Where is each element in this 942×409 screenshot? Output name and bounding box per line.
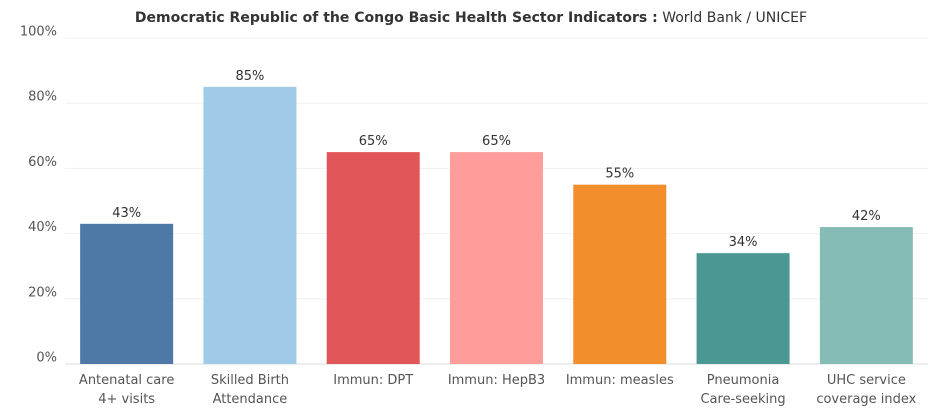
x-tick-label: Immun: measles (566, 373, 674, 388)
x-tick-label: Pneumonia Care-seeking (700, 373, 785, 407)
bar (450, 152, 543, 364)
x-tick-label: Skilled Birth Attendance (211, 373, 289, 407)
x-tick-label-line: Immun: HepB3 (448, 373, 545, 388)
value-label: 65% (482, 134, 511, 149)
y-tick-label: 0% (36, 351, 57, 366)
chart-title: Democratic Republic of the Congo Basic H… (135, 10, 658, 26)
chart-subtitle: World Bank / UNICEF (662, 10, 807, 26)
x-tick-label-line: UHC service (827, 373, 906, 388)
bar (80, 223, 174, 364)
x-tick-label-line: Immun: measles (566, 373, 674, 388)
y-tick-label: 40% (28, 220, 57, 235)
x-tick-label-line: Attendance (213, 392, 288, 407)
value-label: 85% (235, 69, 264, 84)
y-tick-label: 20% (28, 285, 57, 300)
x-tick-label-line: Antenatal care (79, 373, 174, 388)
x-tick-label-line: coverage index (816, 392, 916, 407)
x-tick-label: UHC service coverage index (816, 373, 916, 407)
x-tick-label: Antenatal care 4+ visits (79, 373, 174, 407)
y-tick-label: 80% (28, 90, 57, 105)
bar (696, 253, 790, 364)
value-label: 55% (605, 167, 634, 182)
bar (203, 86, 297, 365)
y-tick-label: 60% (28, 155, 57, 170)
bar (819, 227, 913, 364)
value-label: 34% (729, 235, 758, 250)
x-tick-label-line: Pneumonia (707, 373, 780, 388)
bar (573, 184, 667, 364)
x-tick-label-line: 4+ visits (98, 392, 155, 407)
x-tick-label-line: Immun: DPT (333, 373, 413, 388)
value-label: 65% (359, 134, 388, 149)
x-tick-label-line: Care-seeking (700, 392, 785, 407)
y-tick-label: 100% (20, 25, 57, 40)
x-tick-label: Immun: HepB3 (448, 373, 545, 388)
chart-heading: Democratic Republic of the Congo Basic H… (135, 10, 807, 26)
value-label: 43% (112, 206, 141, 221)
bar (326, 152, 420, 364)
x-tick-label: Immun: DPT (333, 373, 413, 388)
x-tick-label-line: Skilled Birth (211, 373, 289, 388)
value-label: 42% (852, 209, 881, 224)
